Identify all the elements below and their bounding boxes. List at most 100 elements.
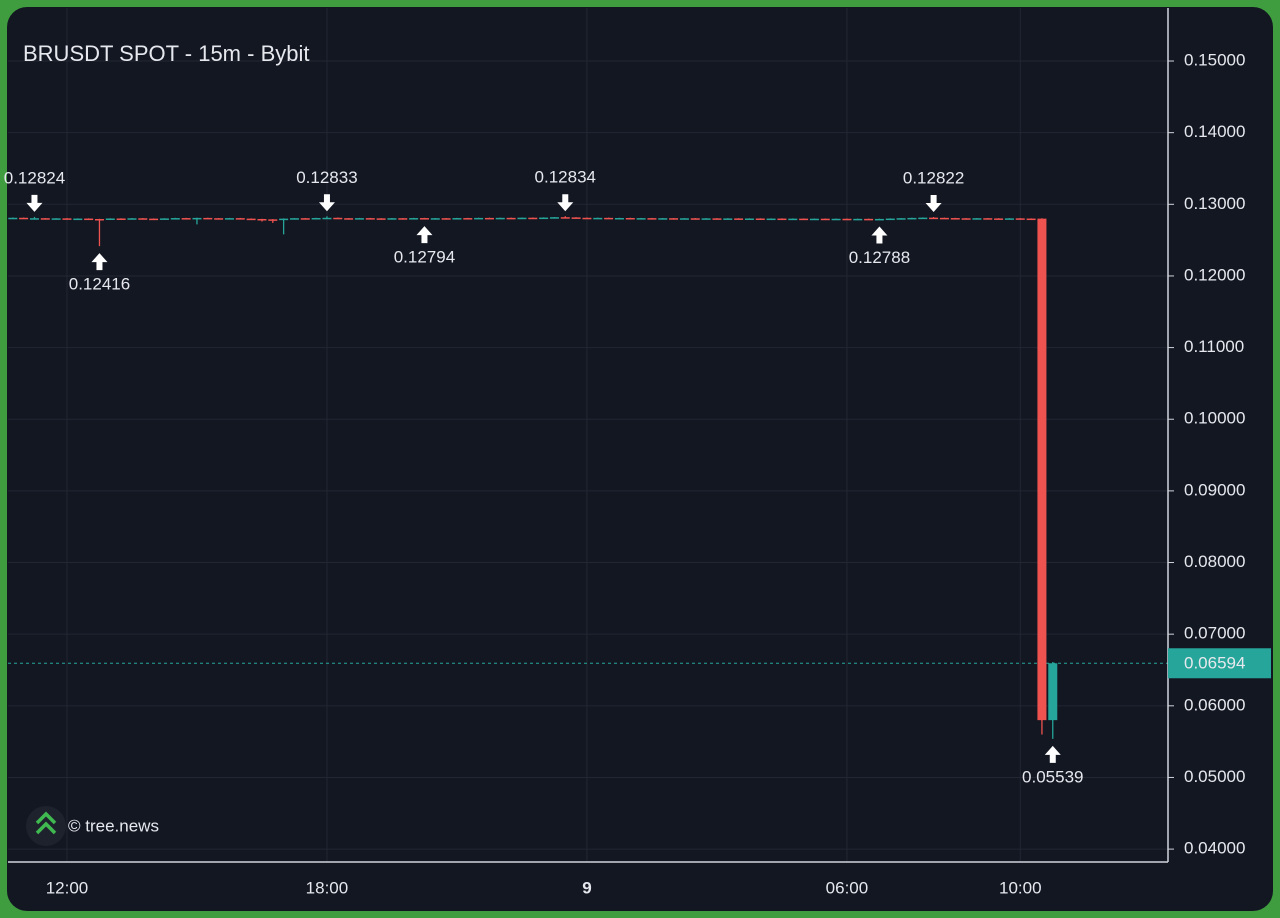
candle-body <box>734 218 744 220</box>
candle-body <box>788 218 798 221</box>
candle-body <box>820 218 830 221</box>
candle-body <box>669 218 679 220</box>
y-tick-label: 0.06000 <box>1184 695 1245 714</box>
candle-body <box>235 218 245 220</box>
candle-body <box>127 218 137 220</box>
y-tick-label: 0.15000 <box>1184 51 1245 70</box>
candle-body <box>29 218 39 220</box>
y-tick-label: 0.07000 <box>1184 624 1245 643</box>
candle-body <box>192 217 202 220</box>
candle-body <box>539 217 549 220</box>
low-arrow <box>871 226 888 244</box>
x-tick-label: 06:00 <box>826 878 869 897</box>
candle-body <box>723 218 733 220</box>
candle-body <box>214 218 224 220</box>
high-label: 0.12824 <box>4 168 65 187</box>
watermark: © tree.news <box>68 816 159 835</box>
candle-body <box>549 217 559 219</box>
candle-body <box>1026 218 1036 221</box>
low-label: 0.12794 <box>394 248 455 267</box>
candle-body <box>300 218 310 220</box>
candle-body <box>560 217 570 219</box>
low-arrow <box>91 253 108 271</box>
candle-body <box>918 217 928 220</box>
low-arrow <box>416 226 433 244</box>
candle-body <box>939 217 949 220</box>
high-label: 0.12822 <box>903 169 964 188</box>
candle-body <box>874 218 884 221</box>
candle-body <box>333 217 343 220</box>
x-tick-label: 9 <box>582 878 591 897</box>
candle-body <box>257 218 267 221</box>
candle-body <box>842 218 852 221</box>
candle-body <box>463 218 473 220</box>
candle-body <box>517 217 527 220</box>
candle-body <box>766 218 776 221</box>
candle-body <box>203 217 213 220</box>
candle-body <box>322 217 332 220</box>
candle-body <box>690 218 700 220</box>
candle-body <box>149 218 159 221</box>
candle-body <box>311 217 321 220</box>
candle-body <box>712 218 722 220</box>
candle-body <box>755 218 765 220</box>
candle-body <box>994 218 1004 220</box>
candle-body <box>409 218 419 220</box>
candle-body <box>105 218 115 220</box>
candle-body <box>484 217 494 220</box>
high-arrow <box>318 194 335 212</box>
candle-body <box>354 218 364 220</box>
y-tick-label: 0.04000 <box>1184 839 1245 858</box>
high-arrow <box>925 195 942 213</box>
candle-body <box>528 217 538 220</box>
candle-body <box>181 218 191 220</box>
candle-body <box>831 218 841 221</box>
candle-body <box>344 218 354 220</box>
candle-body <box>809 218 819 221</box>
candle-body <box>658 218 668 220</box>
last-price-label: 0.06594 <box>1184 654 1245 673</box>
candle-body <box>19 217 29 220</box>
y-tick-label: 0.13000 <box>1184 194 1245 213</box>
candle-body <box>94 218 104 221</box>
low-label: 0.12788 <box>849 248 910 267</box>
candle-body <box>441 218 451 220</box>
high-label: 0.12833 <box>296 168 357 187</box>
candle-body <box>604 217 614 220</box>
candle-body <box>983 218 993 220</box>
candle-body <box>1015 218 1025 220</box>
candle-body <box>376 218 386 220</box>
candle-body <box>896 218 906 220</box>
candle-body <box>474 217 484 220</box>
high-arrow <box>26 194 43 212</box>
x-tick-label: 18:00 <box>306 878 349 897</box>
candle-body <box>398 218 408 220</box>
candle-body <box>116 218 126 220</box>
candle-body <box>1004 218 1014 220</box>
candles <box>8 216 1058 739</box>
candle-body <box>246 218 256 221</box>
candle-body <box>799 218 809 221</box>
candle-body <box>419 218 429 220</box>
candle-body <box>744 218 754 220</box>
y-tick-label: 0.08000 <box>1184 552 1245 571</box>
y-tick-label: 0.10000 <box>1184 409 1245 428</box>
candle-body <box>929 217 939 220</box>
candle-body <box>506 217 516 220</box>
chart-title: BRUSDT SPOT - 15m - Bybit <box>23 41 309 66</box>
candle-body <box>582 217 592 220</box>
last-price-badge <box>1168 648 1271 679</box>
candle-body <box>625 217 635 220</box>
y-tick-label: 0.05000 <box>1184 767 1245 786</box>
candle-body <box>62 218 72 220</box>
high-arrow <box>557 194 574 212</box>
candle-body <box>636 218 646 220</box>
candle-body <box>950 218 960 220</box>
candle-body <box>853 218 863 221</box>
candle-body <box>279 218 289 221</box>
candle-body <box>777 218 787 221</box>
candle-body <box>159 218 169 220</box>
candle-body <box>452 218 462 220</box>
